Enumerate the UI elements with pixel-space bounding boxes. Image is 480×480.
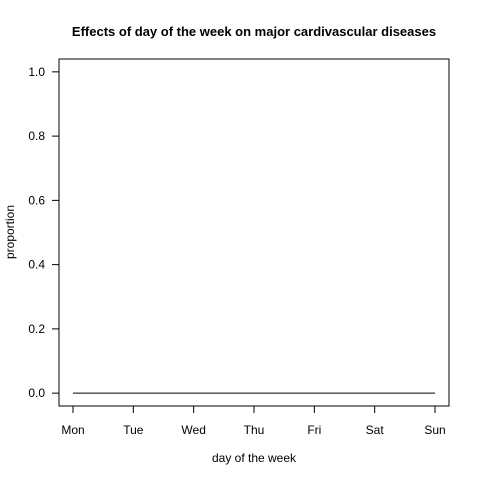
y-tick-label: 0.8 <box>28 129 45 143</box>
chart-title: Effects of day of the week on major card… <box>72 24 436 39</box>
y-axis-label: proportion <box>3 205 17 259</box>
y-tick-label: 0.2 <box>28 322 45 336</box>
x-tick-label: Sun <box>424 423 445 437</box>
x-axis: Mon Tue Wed Thu Fri Sat Sun <box>61 406 446 437</box>
plot-frame <box>58 58 450 407</box>
y-tick-label: 1.0 <box>28 65 45 79</box>
x-tick-label: Tue <box>123 423 144 437</box>
y-tick-label: 0.6 <box>28 193 45 207</box>
x-tick-label: Sat <box>366 423 385 437</box>
x-tick-label: Mon <box>61 423 84 437</box>
y-axis: 0.0 0.2 0.4 0.6 0.8 1.0 <box>28 65 59 400</box>
x-tick-label: Wed <box>181 423 205 437</box>
x-tick-label: Thu <box>244 423 265 437</box>
y-tick-label: 0.4 <box>28 258 45 272</box>
x-tick-label: Fri <box>307 423 321 437</box>
x-axis-label: day of the week <box>212 451 297 465</box>
y-tick-label: 0.0 <box>28 386 45 400</box>
